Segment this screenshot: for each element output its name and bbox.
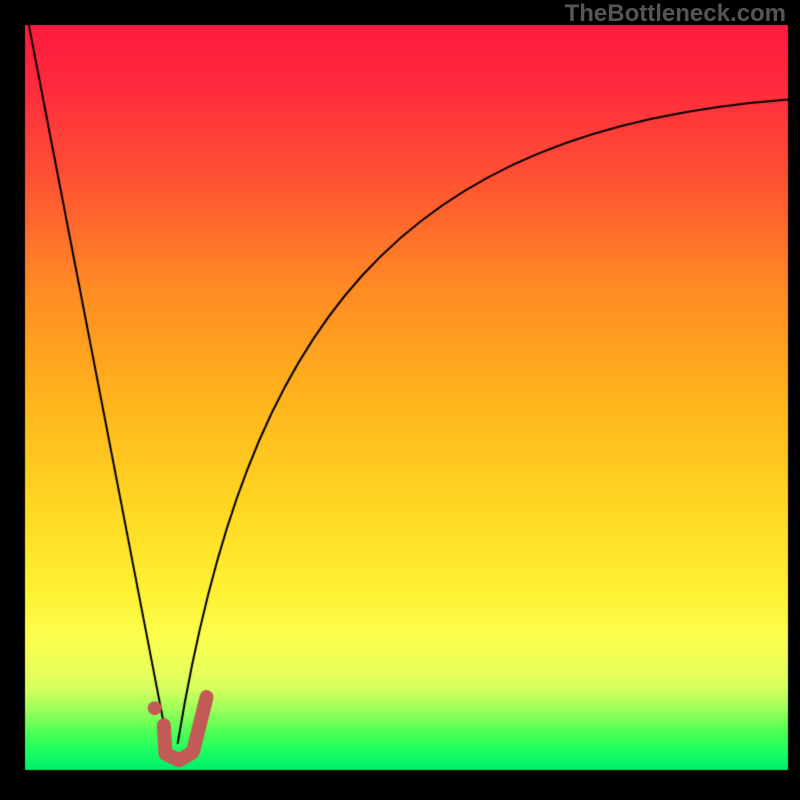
bottleneck-chart-canvas: [0, 0, 800, 800]
watermark-label: TheBottleneck.com: [565, 0, 786, 28]
chart-stage: TheBottleneck.com: [0, 0, 800, 800]
